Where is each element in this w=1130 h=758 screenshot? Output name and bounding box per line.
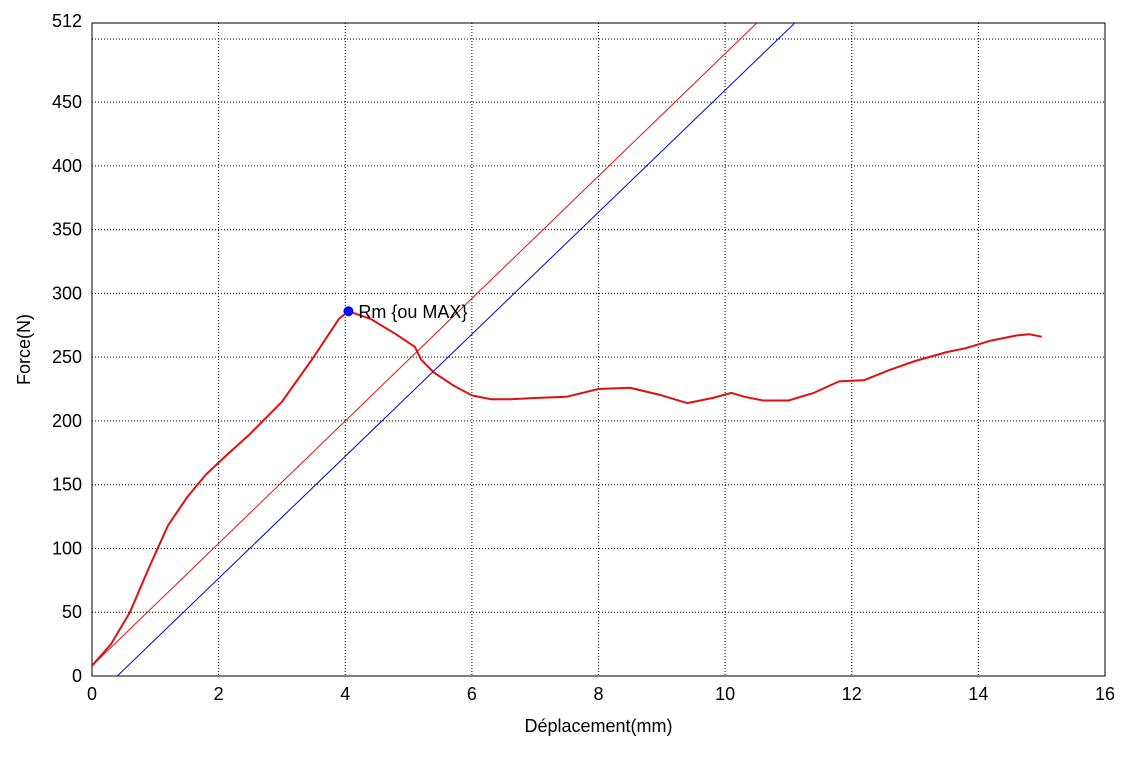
y-tick-label: 200 [52, 411, 82, 431]
x-axis-label: Déplacement(mm) [524, 716, 672, 736]
x-tick-label: 16 [1095, 684, 1115, 704]
x-tick-label: 14 [968, 684, 988, 704]
y-tick-label: 100 [52, 538, 82, 558]
plot-border [91, 22, 1106, 677]
series-line-3 [116, 23, 796, 676]
x-tick-label: 4 [340, 684, 350, 704]
x-tick-label: 12 [842, 684, 862, 704]
annotations-group: Rm {ou MAX} [343, 302, 467, 322]
y-tick-label: 450 [52, 92, 82, 112]
y-tick-label: 250 [52, 347, 82, 367]
series-line-1 [92, 310, 1042, 667]
y-tick-label: 150 [52, 475, 82, 495]
tick-labels: 0 2 4 6 8 10 12 14 16 0 50 100 150 200 250 300 350 400 450… [52, 11, 1115, 704]
grid-lines [92, 23, 1105, 676]
x-tick-label: 0 [87, 684, 97, 704]
y-tick-label: 350 [52, 220, 82, 240]
x-tick-label: 8 [593, 684, 603, 704]
max-point-label: Rm {ou MAX} [358, 302, 467, 322]
y-axis-label: Force(N) [14, 314, 34, 385]
max-point-marker [343, 306, 354, 317]
y-tick-label: 50 [62, 602, 82, 622]
series-group [92, 23, 1042, 676]
y-tick-label: 512 [52, 11, 82, 31]
y-tick-label: 300 [52, 283, 82, 303]
y-tick-label: 0 [72, 666, 82, 686]
x-tick-label: 10 [715, 684, 735, 704]
y-tick-label: 400 [52, 156, 82, 176]
x-tick-label: 6 [467, 684, 477, 704]
axes [91, 22, 1106, 677]
series-line-2 [92, 23, 758, 667]
x-tick-label: 2 [214, 684, 224, 704]
